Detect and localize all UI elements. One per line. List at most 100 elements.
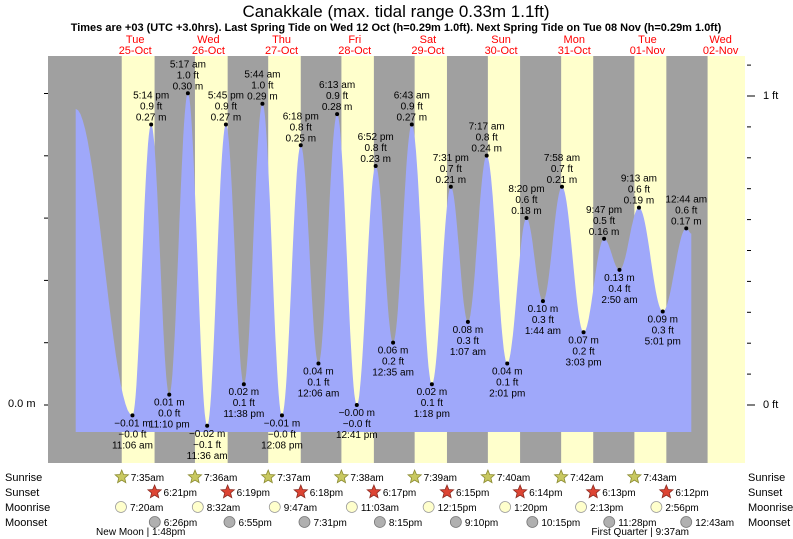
y-axis-left-tick-0: 0.0 m: [8, 398, 36, 410]
tide-time: 11:38 pm: [223, 409, 264, 420]
tide-point: [130, 413, 135, 418]
moonset-time: 6:26pm: [164, 518, 197, 529]
tide-time: 12:08 pm: [261, 440, 303, 451]
tide-time: 9:47 pm: [586, 205, 622, 216]
tide-height-m: 0.21 m: [547, 175, 578, 186]
moonrise-icon: [115, 501, 127, 513]
tide-point: [241, 382, 246, 387]
sunrise-time: 7:39am: [424, 473, 457, 484]
tide-height-ft: 0.9 ft: [326, 91, 348, 102]
tide-height-m: 0.21 m: [436, 175, 467, 186]
tide-point: [373, 164, 378, 169]
tide-height-ft: 0.1 ft: [421, 398, 443, 409]
tide-time: 1:18 pm: [414, 409, 450, 420]
tide-point: [448, 184, 453, 189]
tide-height-ft: 0.1 ft: [233, 398, 255, 409]
moonrise-time: 7:20am: [130, 503, 163, 514]
tide-height-m: 0.23 m: [360, 154, 391, 165]
sunset-icon: [585, 483, 601, 499]
daylight-band: [707, 56, 745, 463]
tide-time: 2:01 pm: [489, 388, 525, 399]
sunrise-icon: [480, 468, 496, 484]
tide-height-ft: 0.6 ft: [675, 205, 697, 216]
tide-time: 9:13 am: [621, 174, 657, 185]
tide-height-ft: 0.6 ft: [515, 195, 537, 206]
tide-height-ft: 0.8 ft: [365, 143, 387, 154]
tide-point: [298, 143, 303, 148]
day-name: Fri: [348, 34, 361, 46]
tide-time: 1:07 am: [450, 347, 486, 358]
sunrise-time: 7:35am: [131, 473, 164, 484]
tide-point: [354, 403, 359, 407]
moonrise-time: 2:56pm: [665, 503, 698, 514]
moonset-icon: [449, 516, 462, 528]
tide-height-m: −0.00 m: [339, 408, 375, 419]
tide-height-ft: 0.9 ft: [140, 101, 162, 112]
moonrise-time: 11:03am: [361, 503, 399, 514]
astro-rows: Sunrise Sunrise 7:35am 7:36am 7:37am 7:38am 7:…: [5, 468, 793, 538]
tide-height-ft: 0.7 ft: [551, 164, 573, 175]
sunset-time: 6:14pm: [529, 488, 562, 499]
sunrise-time: 7:40am: [497, 473, 530, 484]
tide-point: [167, 392, 172, 397]
sunrise-icon: [333, 468, 350, 484]
tide-height-ft: 0.3 ft: [457, 336, 479, 347]
sunrise-icon: [553, 468, 569, 484]
tide-time: 12:06 am: [298, 388, 340, 399]
tide-time: 5:14 pm: [133, 90, 169, 101]
tide-time: 6:52 pm: [358, 132, 394, 143]
tide-time: 12:35 am: [372, 368, 414, 379]
tide-height-ft: 0.8 ft: [290, 122, 312, 133]
tide-time: 6:43 am: [394, 90, 430, 101]
day-date: 25-Oct: [119, 45, 152, 57]
tide-height-ft: 1.0 ft: [251, 81, 273, 92]
tide-point: [581, 330, 586, 335]
sunset-icon: [366, 483, 382, 499]
sunrise-time: 7:43am: [643, 473, 676, 484]
tide-height-m: −0.01 m: [114, 418, 150, 429]
tide-time: 6:18 pm: [283, 111, 319, 122]
row-label-left: Sunrise: [5, 472, 42, 484]
tide-height-m: 0.27 m: [136, 112, 167, 123]
moonset-time: 11:28pm: [618, 518, 656, 529]
tide-height-m: 0.17 m: [671, 216, 702, 227]
tide-point: [335, 112, 340, 117]
moonrise-time: 9:47am: [284, 503, 317, 514]
tide-point: [617, 267, 622, 272]
tide-point: [636, 205, 641, 210]
moonrise-time: 2:13pm: [590, 503, 623, 514]
y-axis-right-tick-0ft: 0 ft: [763, 399, 778, 411]
row-label-right: Moonset: [748, 517, 790, 529]
moonrise-icon: [575, 501, 587, 513]
tide-height-m: 0.09 m: [647, 314, 678, 325]
tide-height-ft: 0.1 ft: [307, 377, 329, 388]
tide-height-m: −0.01 m: [264, 418, 300, 429]
tide-height-ft: −0.0 ft: [118, 429, 146, 440]
tide-time: 7:17 am: [469, 122, 505, 133]
tide-point: [559, 184, 564, 189]
tide-height-ft: 0.1 ft: [496, 377, 518, 388]
day-name: Tue: [126, 34, 145, 46]
moonset-time: 12:43am: [695, 518, 734, 529]
tide-time: 11:36 am: [187, 451, 228, 462]
sunset-icon: [439, 483, 455, 499]
tide-time: 8:20 pm: [508, 184, 544, 195]
sunset-icon: [293, 483, 309, 499]
tide-area: [75, 93, 692, 433]
day-date: 26-Oct: [192, 45, 225, 57]
tide-height-ft: 0.6 ft: [628, 185, 650, 196]
tide-height-ft: 0.7 ft: [440, 164, 462, 175]
tide-time: 5:45 pm: [208, 90, 244, 101]
tide-height-m: 0.28 m: [322, 102, 353, 113]
tide-time: 1:44 am: [525, 326, 561, 337]
tide-time: 7:58 am: [544, 153, 580, 164]
moonset-icon: [298, 516, 311, 528]
tide-height-m: 0.10 m: [528, 304, 559, 315]
tide-point: [185, 91, 190, 96]
tide-point: [223, 122, 228, 127]
tide-height-ft: 1.0 ft: [177, 70, 199, 81]
day-date: 29-Oct: [411, 45, 444, 57]
moonset-time: 10:15pm: [541, 518, 580, 529]
tide-height-ft: −0.0 ft: [268, 429, 296, 440]
moonrise-icon: [422, 501, 435, 513]
